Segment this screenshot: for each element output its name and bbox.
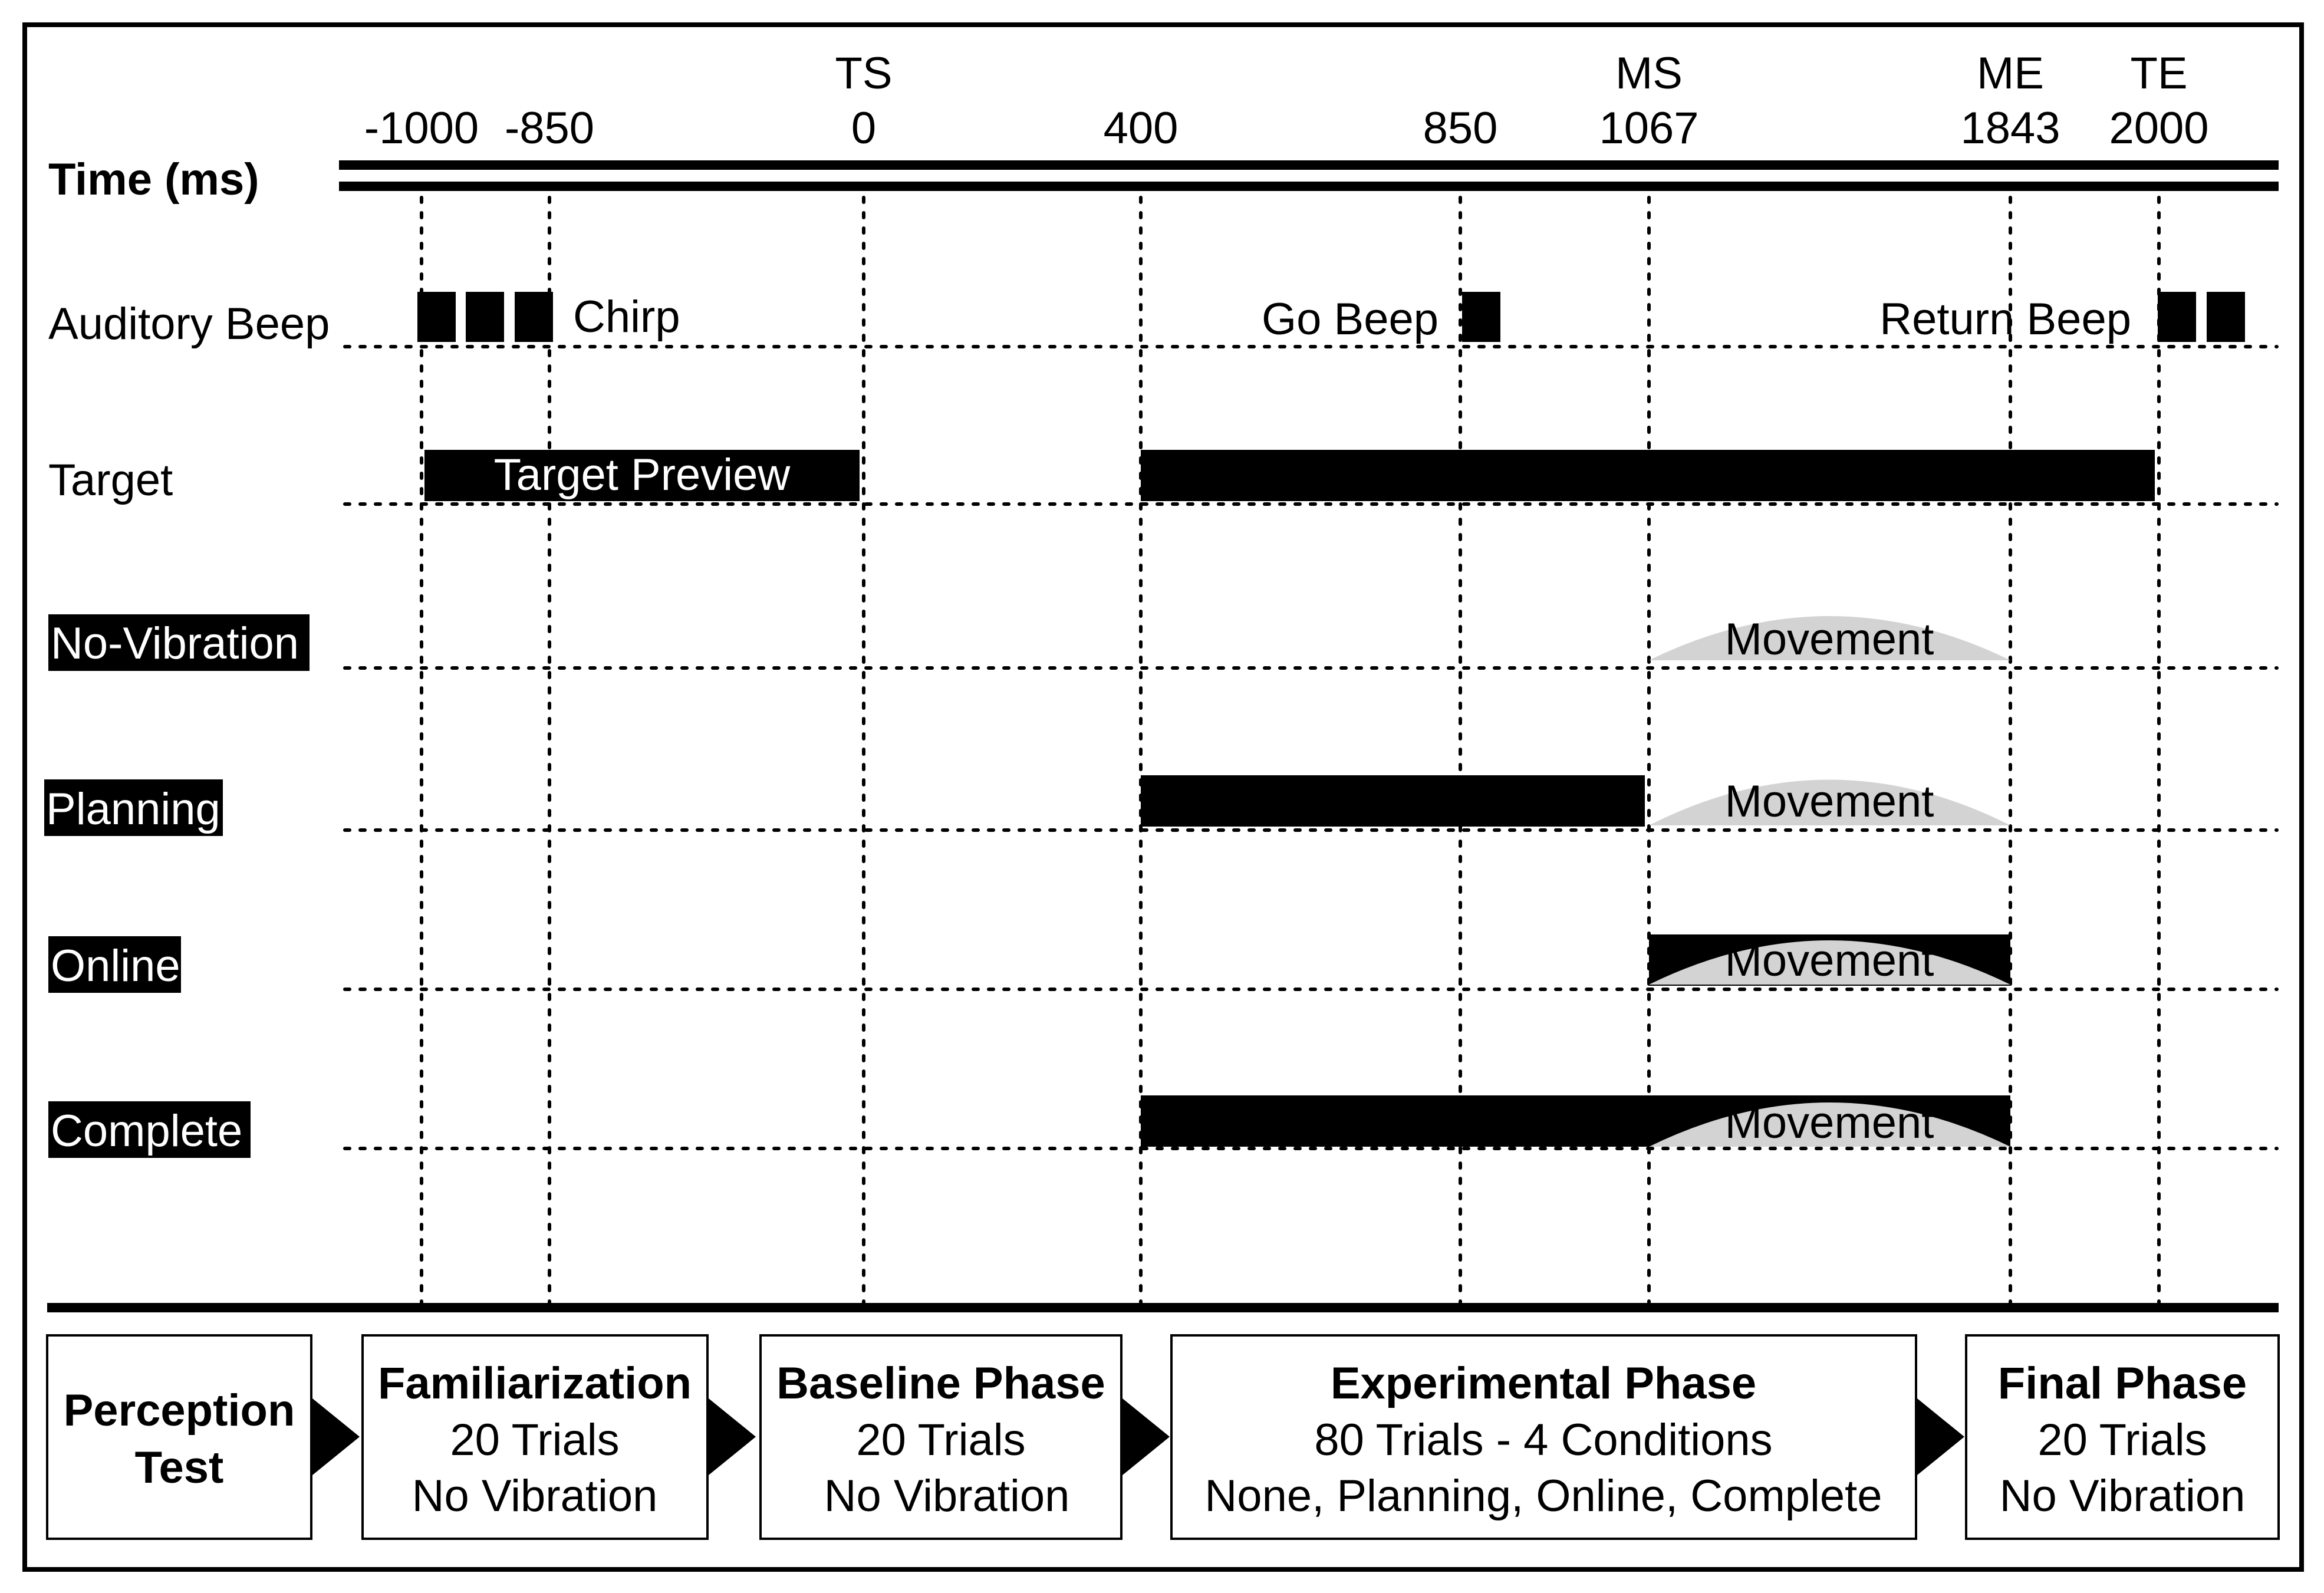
target-preview-bar — [424, 450, 860, 501]
phase-experimental-line1: 80 Trials - 4 Conditions — [1314, 1415, 1772, 1465]
phase-familiarization-line1: 20 Trials — [450, 1415, 619, 1465]
row-label-online: Online — [51, 941, 180, 991]
row-no-vibration: No-Vibration Movement — [48, 614, 2010, 671]
row-label-target: Target — [48, 455, 173, 505]
arrow-3 — [1123, 1398, 1170, 1475]
tick-1843: 1843 — [1960, 103, 2060, 153]
event-ts: TS — [835, 48, 892, 98]
movement-arc-complete — [1649, 1102, 2010, 1147]
row-complete: Complete Movement — [48, 1095, 2010, 1158]
tick-0: 0 — [851, 103, 876, 153]
phase-final-title: Final Phase — [1998, 1358, 2247, 1408]
tick-minus-850: -850 — [505, 103, 594, 153]
go-beep-label: Go Beep — [1262, 294, 1438, 344]
phase-perception-title: Perception — [64, 1385, 295, 1436]
phase-box-experimental — [1170, 1334, 1917, 1540]
movement-label-no-vibration: Movement — [1725, 614, 1934, 664]
movement-arc-planning — [1649, 779, 2010, 825]
phase-familiarization-line2: No Vibration — [412, 1471, 658, 1521]
phase-familiarization-title: Familiarization — [378, 1358, 692, 1408]
arrow-4 — [1917, 1398, 1964, 1475]
row-planning: Planning Movement — [44, 775, 2010, 836]
tick-1067: 1067 — [1599, 103, 1698, 153]
phase-final-line2: No Vibration — [2000, 1471, 2246, 1521]
phase-experimental-line2: None, Planning, Online, Complete — [1204, 1471, 1882, 1521]
movement-arc-online — [1649, 940, 2010, 985]
phase-separator — [47, 1303, 2279, 1312]
diagram-frame — [22, 22, 2304, 1572]
planning-vibration-bar — [1141, 775, 1645, 827]
event-me: ME — [1977, 48, 2044, 98]
row-label-planning-bg — [44, 779, 223, 836]
phase-perception-title-2: Test — [135, 1443, 224, 1493]
row-label-complete: Complete — [51, 1106, 242, 1156]
target-preview-label: Target Preview — [494, 450, 791, 500]
time-axis-label: Time (ms) — [48, 154, 259, 205]
movement-label-complete: Movement — [1725, 1098, 1934, 1148]
phase-box-familiarization — [361, 1334, 709, 1540]
row-target: Target Target Preview — [48, 450, 2155, 505]
phase-experimental-title: Experimental Phase — [1331, 1358, 1756, 1408]
time-axis-line-bottom — [339, 182, 2279, 191]
return-beep-2 — [2207, 292, 2245, 342]
row-auditory-beep: Auditory Beep Chirp Go Beep Return Beep — [48, 292, 2245, 349]
chirp-beep-3 — [515, 292, 553, 342]
row-label-no-vibration: No-Vibration — [51, 618, 299, 669]
row-label-complete-bg — [48, 1101, 251, 1158]
return-beep-label: Return Beep — [1879, 294, 2131, 344]
target-bar — [1141, 450, 2155, 501]
tick-minus-1000: -1000 — [364, 103, 479, 153]
row-baselines — [343, 345, 2279, 1150]
return-beep-1 — [2158, 292, 2196, 342]
chirp-label: Chirp — [573, 292, 680, 342]
movement-arc-no-vibration — [1649, 616, 2010, 660]
movement-label-online: Movement — [1725, 936, 1934, 986]
row-label-planning: Planning — [46, 784, 220, 834]
row-label-auditory-beep: Auditory Beep — [48, 299, 330, 349]
arrow-2 — [709, 1398, 756, 1475]
tick-850: 850 — [1423, 103, 1498, 153]
phase-box-perception — [46, 1334, 312, 1540]
event-te: TE — [2130, 48, 2187, 98]
phase-box-baseline — [759, 1334, 1123, 1540]
row-label-online-bg — [48, 936, 181, 993]
time-ticks: -1000 -850 0 400 850 1067 1843 2000 TS M… — [364, 48, 2209, 153]
arrow-1 — [312, 1398, 360, 1475]
row-online: Online Movement — [48, 934, 2010, 993]
phase-baseline-line1: 20 Trials — [856, 1415, 1025, 1465]
chirp-beep-2 — [466, 292, 504, 342]
event-ms: MS — [1615, 48, 1683, 98]
phase-box-final — [1965, 1334, 2280, 1540]
time-axis-line-top — [339, 160, 2279, 170]
phase-flow: Perception Test Familiarization 20 Trial… — [46, 1334, 2280, 1540]
phase-final-line1: 20 Trials — [2037, 1415, 2207, 1465]
chirp-beep-1 — [417, 292, 456, 342]
phase-baseline-line2: No Vibration — [824, 1471, 1070, 1521]
phase-baseline-title: Baseline Phase — [776, 1358, 1105, 1408]
tick-2000: 2000 — [2109, 103, 2208, 153]
tick-400: 400 — [1104, 103, 1179, 153]
go-beep — [1462, 292, 1500, 342]
row-label-no-vibration-bg — [48, 614, 310, 671]
movement-label-planning: Movement — [1725, 776, 1934, 827]
